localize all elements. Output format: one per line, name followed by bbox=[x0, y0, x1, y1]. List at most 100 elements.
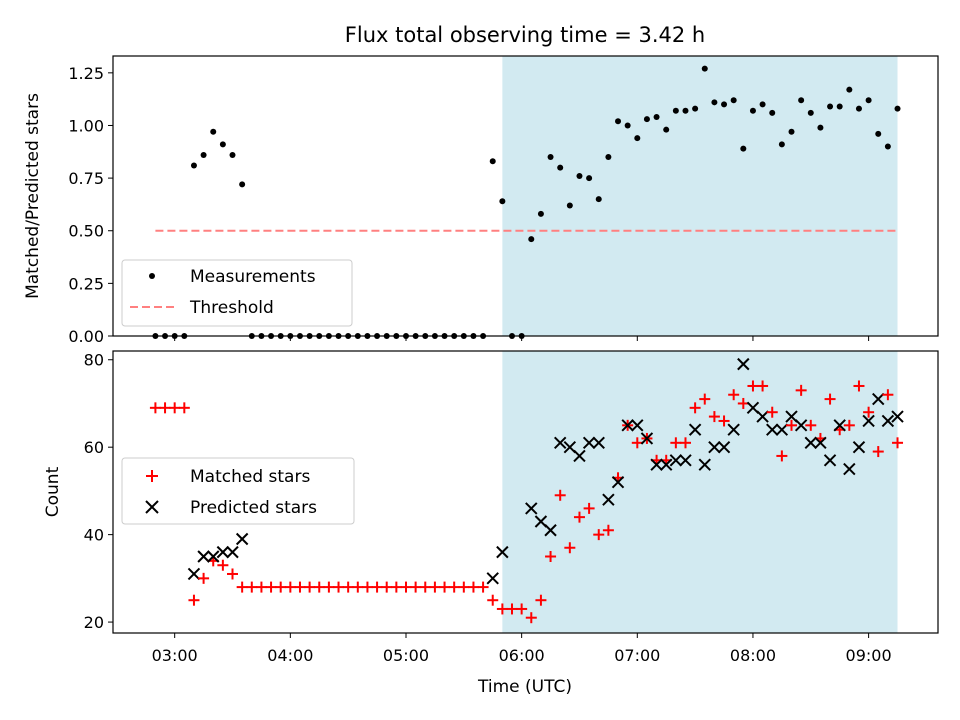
x-axis-label: Time (UTC) bbox=[477, 677, 572, 697]
measurement-point bbox=[634, 135, 641, 142]
matched-star-point bbox=[573, 511, 585, 523]
matched-star-point bbox=[333, 581, 345, 593]
measurement-point bbox=[190, 162, 197, 169]
predicted-star-point bbox=[708, 440, 721, 454]
matched-star-point bbox=[294, 581, 306, 593]
measurement-point bbox=[846, 86, 853, 93]
top-ytick-label: 0.00 bbox=[68, 327, 104, 346]
matched-star-point bbox=[718, 415, 730, 427]
matched-star-point bbox=[448, 581, 460, 593]
predicted-star-point bbox=[544, 524, 557, 537]
matched-star-point bbox=[689, 402, 701, 414]
measurement-point bbox=[528, 236, 535, 243]
matched-star-point bbox=[554, 489, 566, 501]
matched-star-point bbox=[217, 559, 229, 571]
predicted-star-point bbox=[891, 410, 904, 423]
matched-star-point bbox=[496, 603, 508, 615]
measurement-point bbox=[865, 97, 872, 104]
predicted-star-point bbox=[756, 410, 769, 423]
matched-star-point bbox=[766, 406, 778, 418]
measurement-point bbox=[576, 173, 583, 179]
measurement-point bbox=[547, 154, 554, 161]
xtick-label: 06:00 bbox=[499, 646, 545, 665]
predicted-star-point bbox=[582, 436, 596, 450]
matched-star-point bbox=[371, 581, 383, 593]
matched-star-point bbox=[593, 529, 605, 541]
measurement-point bbox=[778, 141, 785, 148]
measurement-point bbox=[769, 109, 776, 116]
measurement-point bbox=[817, 124, 824, 131]
chart-title: Flux total observing time = 3.42 h bbox=[345, 23, 705, 47]
bottom-ytick-label: 20 bbox=[84, 613, 104, 632]
top-ytick-label: 0.25 bbox=[68, 274, 104, 293]
measurement-point bbox=[537, 210, 544, 217]
measurement-point bbox=[663, 126, 670, 133]
matched-star-point bbox=[795, 384, 807, 396]
predicted-star-point bbox=[621, 419, 634, 432]
top-panel: 0.00 0.25 0.50 0.75 1.00 1.25 Matched/Predict… bbox=[23, 55, 939, 346]
bottom-legend-box bbox=[121, 457, 355, 525]
predicted-star-point bbox=[698, 458, 711, 471]
matched-star-point bbox=[786, 419, 798, 431]
matched-star-point bbox=[255, 581, 267, 593]
bottom-ytick-label: 60 bbox=[84, 438, 104, 457]
predicted-star-point bbox=[746, 401, 760, 415]
matched-star-point bbox=[737, 397, 749, 409]
predicted-star-point bbox=[862, 414, 875, 428]
measurement-point bbox=[740, 145, 747, 152]
predicted-star-point bbox=[669, 454, 683, 467]
predicted-star-point bbox=[602, 493, 615, 506]
matched-star-point bbox=[284, 581, 296, 593]
predicted-star-point bbox=[814, 436, 827, 450]
matched-star-point bbox=[872, 446, 884, 458]
predicted-star-point bbox=[881, 414, 895, 428]
bottom-shaded-region bbox=[502, 351, 898, 633]
predicted-star-point bbox=[486, 572, 499, 585]
bottom-axes-frame bbox=[112, 350, 939, 634]
measurement-point bbox=[798, 97, 805, 104]
matched-star-point bbox=[246, 581, 258, 593]
measurement-point bbox=[653, 114, 660, 121]
predicted-star-point bbox=[553, 436, 567, 450]
matched-star-point bbox=[323, 581, 335, 593]
bottom-ylabel: Count bbox=[43, 466, 63, 517]
top-ytick-label: 0.75 bbox=[68, 169, 104, 188]
predicted-star-point bbox=[496, 545, 509, 559]
matched-star-point bbox=[178, 402, 190, 414]
predicted-star-point bbox=[631, 419, 644, 432]
predicted-star-point bbox=[833, 419, 846, 432]
measurement-point bbox=[721, 101, 728, 108]
xtick-label: 03:00 bbox=[152, 646, 198, 665]
predicted-star-point bbox=[660, 458, 673, 471]
measurement-point bbox=[875, 130, 882, 137]
measurement-point bbox=[701, 65, 708, 72]
legend-marker-measurements bbox=[149, 273, 155, 279]
measurement-point bbox=[894, 105, 901, 112]
predicted-star-point bbox=[650, 458, 663, 471]
measurement-point bbox=[239, 181, 246, 188]
measurement-point bbox=[749, 107, 756, 114]
matched-star-point bbox=[361, 581, 373, 593]
predicted-star-point bbox=[226, 545, 239, 559]
predicted-star-point bbox=[737, 357, 750, 371]
matched-star-point bbox=[313, 581, 325, 593]
matched-star-point bbox=[381, 581, 393, 593]
xtick-label: 08:00 bbox=[730, 646, 776, 665]
predicted-star-point bbox=[563, 440, 577, 454]
measurement-point bbox=[586, 175, 593, 182]
measurement-point bbox=[643, 116, 650, 123]
predicted-star-point bbox=[717, 440, 731, 454]
measurement-point bbox=[884, 143, 891, 150]
matched-star-point bbox=[679, 437, 691, 449]
matched-star-point bbox=[757, 380, 769, 392]
measurement-point bbox=[615, 118, 622, 125]
matched-star-point bbox=[728, 389, 740, 401]
top-legend-box bbox=[121, 259, 353, 327]
matched-star-point bbox=[149, 402, 161, 414]
top-axes-frame bbox=[112, 55, 939, 337]
matched-star-point bbox=[853, 380, 865, 392]
legend-label-matched: Matched stars bbox=[190, 467, 310, 487]
predicted-star-point bbox=[852, 440, 866, 454]
top-ytick-label: 0.50 bbox=[68, 222, 104, 241]
legend-marker-matched bbox=[146, 470, 158, 482]
